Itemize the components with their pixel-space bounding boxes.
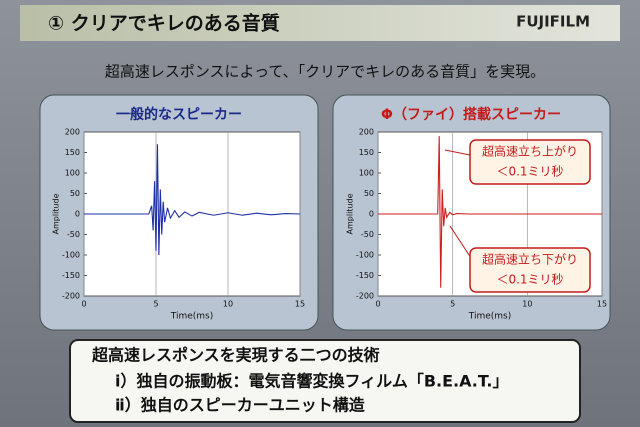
y-tick-label: 100 [65,169,80,178]
box-item: ⅰ）独自の振動板：電気音響変換フィルム「B.E.A.T.」 [115,372,508,391]
y-axis-label: Amplitude [52,193,61,234]
subtitle: 超高速レスポンスによって、「クリアでキレのある音質」を実現。 [105,63,545,81]
x-tick-label: 5 [153,300,158,309]
slide-title: ① クリアでキレのある音質 [48,12,280,35]
header-bar [20,5,620,41]
y-tick-label: 100 [359,169,374,178]
y-tick-label: 0 [369,210,374,219]
y-tick-label: -200 [62,292,80,301]
annotation-text: 超高速立ち上がり [482,144,578,159]
waveform [84,144,301,256]
annotation-text: ＜0.1ミリ秒 [496,165,563,179]
x-tick-label: 0 [375,300,380,309]
y-tick-label: 150 [65,148,80,157]
box-item: ⅱ）独自のスピーカーユニット構造 [115,396,366,415]
box-heading: 超高速レスポンスを実現する二つの技術 [91,346,380,365]
tech-box [69,339,581,423]
y-tick-label: -150 [62,271,80,280]
y-axis-label: Amplitude [346,193,355,234]
y-tick-label: 150 [359,148,374,157]
y-tick-label: -50 [361,230,374,239]
y-tick-label: -100 [356,251,374,260]
y-tick-label: -100 [62,251,80,260]
y-tick-label: 200 [359,128,374,137]
y-tick-label: 50 [364,189,374,198]
annotation-box [469,247,591,293]
logo: FUJIFILM [516,13,590,31]
x-axis-label: Time(ms) [170,312,214,322]
x-tick-label: 0 [81,300,86,309]
y-tick-label: -150 [356,271,374,280]
y-tick-label: 0 [75,210,80,219]
y-tick-label: 50 [70,189,80,198]
x-tick-label: 5 [450,300,455,309]
chart-title: Φ（ファイ）搭載スピーカー [381,106,561,123]
x-tick-label: 10 [522,300,532,309]
x-axis-label: Time(ms) [468,312,512,322]
y-tick-label: 200 [65,128,80,137]
x-tick-label: 15 [295,300,305,309]
annotation-text: ＜0.1ミリ秒 [496,273,563,287]
waveform [378,136,602,288]
x-tick-label: 10 [223,300,233,309]
x-tick-label: 15 [597,300,607,309]
chart-title: 一般的なスピーカー [116,106,242,123]
annotation-box [469,139,591,185]
annotation-text: 超高速立ち下がり [482,252,578,267]
y-tick-label: -50 [67,230,80,239]
y-tick-label: -200 [356,292,374,301]
